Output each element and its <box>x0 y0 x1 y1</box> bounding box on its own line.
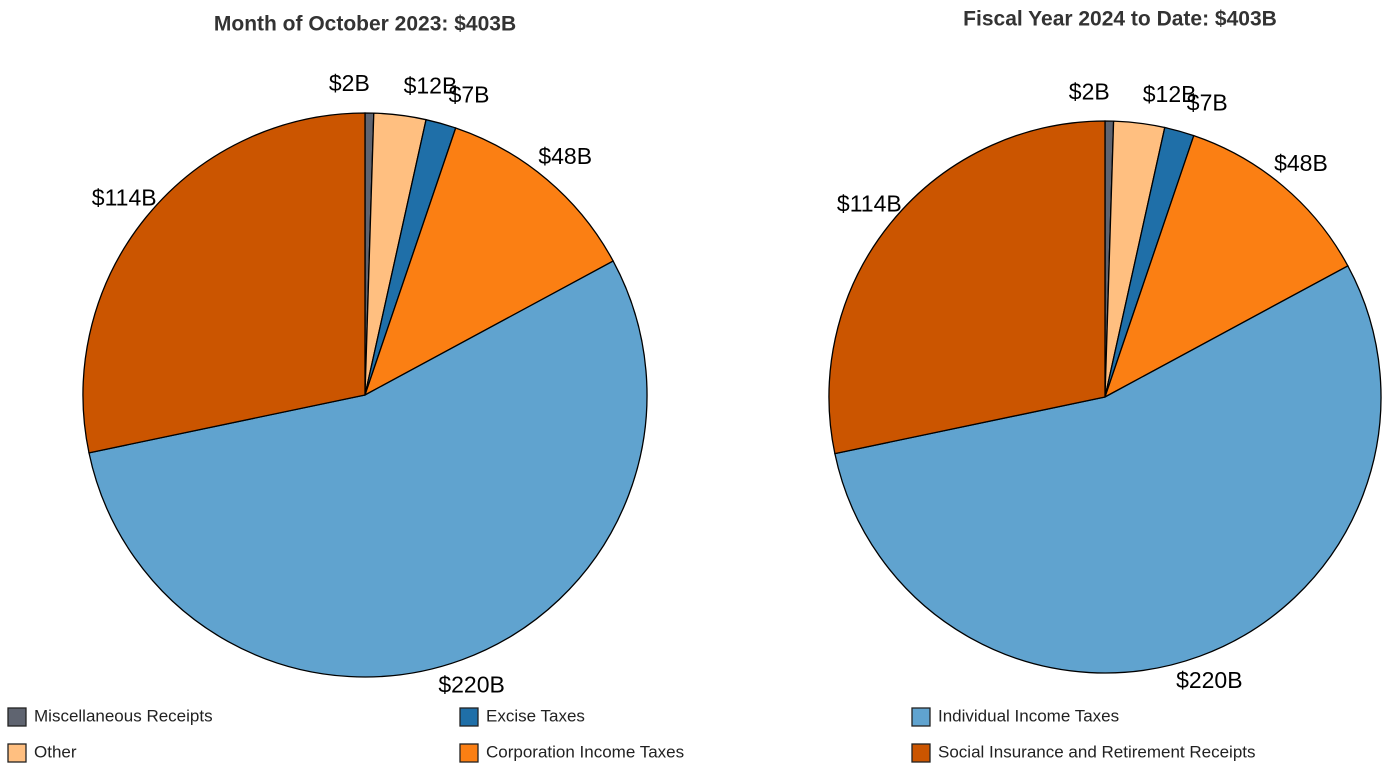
legend-swatch <box>911 707 931 727</box>
legend-swatch <box>7 743 27 763</box>
pie-slice <box>834 265 1382 674</box>
pie-slice <box>1103 134 1349 399</box>
legend-swatch <box>7 707 27 727</box>
value-label: $7B <box>1187 90 1228 116</box>
value-label: $48B <box>538 143 592 169</box>
chart-title: Fiscal Year 2024 to Date: $403B <box>963 8 1277 31</box>
legend-label: Miscellaneous Receipts <box>34 706 213 725</box>
chart-title: Month of October 2023: $403B <box>214 13 516 36</box>
value-label: $114B <box>837 191 902 217</box>
value-label: $7B <box>449 81 490 107</box>
value-label: $12B <box>404 72 458 98</box>
value-label: $220B <box>438 671 505 697</box>
legend-label: Social Insurance and Retirement Receipts <box>938 742 1256 761</box>
legend-label: Other <box>34 742 77 761</box>
legend-swatch <box>911 743 931 763</box>
pie-slice <box>82 112 366 454</box>
legend-swatch <box>459 743 479 763</box>
pie-slice <box>88 260 648 678</box>
legend-label: Individual Income Taxes <box>938 706 1119 725</box>
legend-label: Corporation Income Taxes <box>486 742 684 761</box>
value-label: $114B <box>92 185 157 211</box>
value-label: $2B <box>1069 79 1110 105</box>
value-label: $220B <box>1176 667 1243 693</box>
pie-slice <box>828 120 1106 455</box>
pie-slice <box>363 127 615 397</box>
value-label: $12B <box>1143 81 1197 107</box>
legend-label: Excise Taxes <box>486 706 585 725</box>
legend-swatch <box>459 707 479 727</box>
value-label: $48B <box>1274 150 1328 176</box>
value-label: $2B <box>329 70 370 96</box>
